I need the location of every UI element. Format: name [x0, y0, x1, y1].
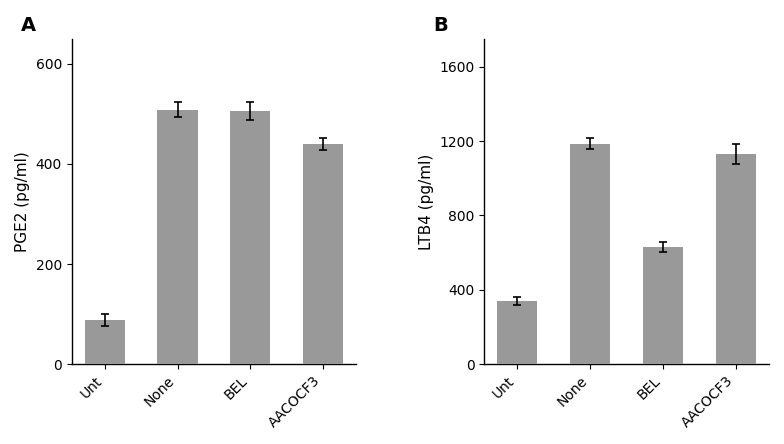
Bar [643, 247, 683, 364]
Text: A: A [20, 16, 35, 35]
Y-axis label: LTB4 (pg/ml): LTB4 (pg/ml) [419, 153, 434, 250]
Bar [303, 144, 343, 364]
Bar [497, 301, 537, 364]
Bar [85, 320, 125, 364]
Bar [158, 110, 198, 364]
Bar [716, 154, 756, 364]
Text: B: B [433, 16, 448, 35]
Y-axis label: PGE2 (pg/ml): PGE2 (pg/ml) [15, 151, 30, 252]
Bar [570, 144, 610, 364]
Bar [230, 111, 270, 364]
